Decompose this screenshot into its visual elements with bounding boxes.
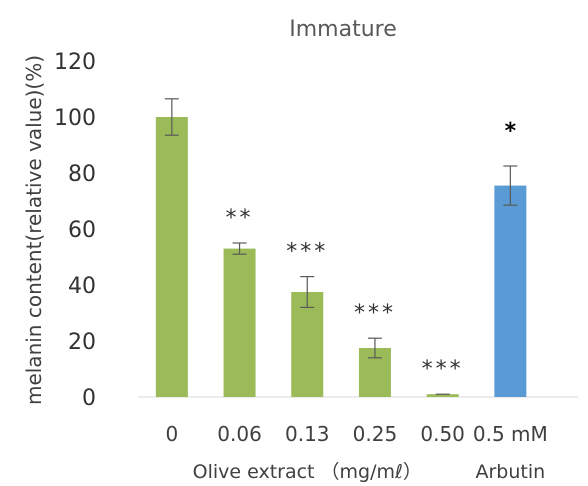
significance-label: * [505,119,517,144]
y-tick-label: 120 [54,50,96,75]
y-tick-label: 0 [82,386,96,411]
significance-label: *** [286,240,328,265]
bar [223,248,256,397]
x-group-label: Arbutin [476,461,546,483]
error-bar [232,242,247,255]
x-tick-label: 0.50 [420,422,465,446]
significance-markers: ************ [226,119,517,382]
y-tick-labels: 0 20 40 60 80 100 120 [54,50,96,411]
y-tick-label: 40 [68,274,96,299]
error-bar [503,165,518,206]
x-group-label: Olive extract （mg/mℓ） [193,461,422,483]
bar [426,394,459,397]
chart-title: Immature [289,17,397,42]
bar [494,185,527,397]
x-tick-labels: 0 0.06 0.13 0.25 0.50 0.5 mM [165,422,547,446]
bar [291,292,324,397]
y-tick-label: 100 [54,106,96,131]
bars [155,117,527,397]
y-tick-label: 20 [68,330,96,355]
x-tick-label: 0 [165,422,178,446]
x-tick-label: 0.25 [353,422,398,446]
error-bar [300,276,315,308]
y-tick-label: 60 [68,218,96,243]
y-tick-label: 80 [68,162,96,187]
x-tick-label: 0.5 mM [473,422,548,446]
error-bar [164,98,179,136]
x-group-labels: Olive extract （mg/mℓ） Arbutin [193,461,546,483]
bar [155,117,188,397]
significance-label: ** [226,206,254,231]
error-bar [367,337,382,359]
significance-label: *** [422,357,464,382]
significance-label: *** [354,301,396,326]
x-tick-label: 0.06 [217,422,262,446]
x-tick-label: 0.13 [285,422,330,446]
y-axis-label: melanin content(relative value)(%) [22,55,46,405]
error-bars [164,98,518,395]
